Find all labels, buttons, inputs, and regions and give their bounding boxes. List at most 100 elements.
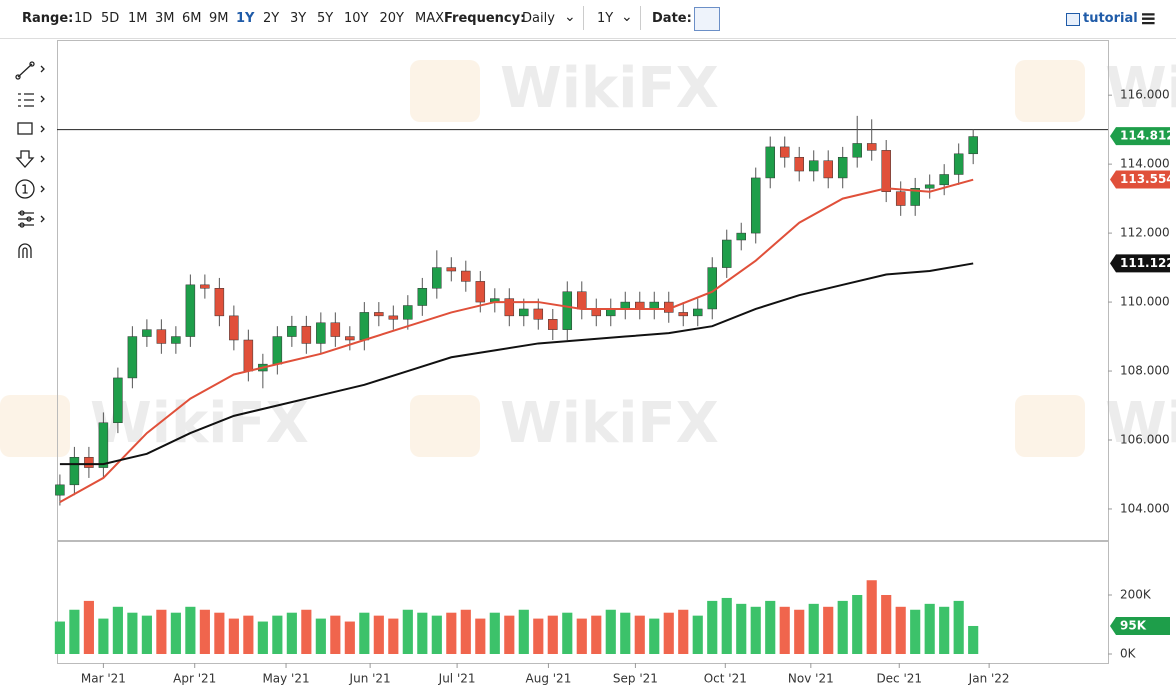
volume-bar <box>141 615 152 654</box>
candle-body <box>446 267 457 272</box>
menu-button[interactable]: ≡ <box>1140 6 1157 30</box>
range-button[interactable]: 20Y <box>379 11 404 26</box>
candle-body <box>635 301 645 310</box>
volume-bar <box>446 612 457 654</box>
volume-bar <box>881 594 892 654</box>
x-tick-label: Jun '21 <box>349 672 391 686</box>
dropdown-arrow: ⌄ <box>564 9 576 25</box>
range-label: Range: <box>22 11 74 26</box>
candle-body <box>591 308 602 317</box>
volume-bar <box>895 606 906 654</box>
candle-body <box>475 281 486 303</box>
candle-body <box>620 301 631 310</box>
volume-bar <box>736 603 747 654</box>
range-button[interactable]: 3M <box>155 11 175 26</box>
range-button[interactable]: 10Y <box>344 11 369 26</box>
watermark-logo <box>410 395 480 457</box>
range-button[interactable]: 2Y <box>263 11 280 26</box>
volume-bar <box>214 612 225 654</box>
watermark-text: WikiFX <box>500 391 719 456</box>
candle-body <box>837 156 848 179</box>
volume-bar <box>170 612 181 654</box>
volume-bar <box>547 615 558 654</box>
date-picker[interactable] <box>694 7 720 31</box>
x-tick-label: Aug '21 <box>526 672 572 686</box>
candle-body <box>577 291 587 310</box>
range-button[interactable]: 1M <box>128 11 148 26</box>
range-button[interactable]: 1Y <box>236 11 255 26</box>
candle-body <box>374 312 384 317</box>
range-button[interactable]: 9M <box>209 11 229 26</box>
volume-bar <box>707 600 718 654</box>
candle-body <box>98 422 109 468</box>
x-tick-label: Dec '21 <box>876 672 922 686</box>
period-select[interactable]: 1Y <box>597 11 614 26</box>
volume-bar <box>98 618 109 654</box>
watermark-logo <box>410 60 480 122</box>
price-tag-box <box>1110 254 1170 273</box>
volume-bar <box>54 621 65 654</box>
watermark-text: WikiFX <box>1105 391 1176 456</box>
candle-body <box>924 184 935 189</box>
volume-pane <box>57 541 1109 664</box>
watermark-logo <box>0 395 70 457</box>
volume-bar <box>315 618 326 654</box>
volume-bar <box>721 597 732 654</box>
candle-body <box>548 319 558 330</box>
watermark-text: WikiFX <box>1105 56 1176 121</box>
x-tick-label: May '21 <box>262 672 309 686</box>
volume-bar <box>779 606 790 654</box>
y-tick-label: 108.000 <box>1120 364 1170 378</box>
volume-bar <box>112 606 123 654</box>
candle-body <box>113 377 123 424</box>
volume-bar <box>489 612 500 654</box>
candle-body <box>910 188 920 206</box>
candle-body <box>243 339 254 372</box>
candle-body <box>69 456 80 486</box>
candle-body <box>287 325 297 337</box>
candle-body <box>968 136 978 155</box>
watermarks: WikiFX WikiFX WikiFX WikiFX WikiFX <box>0 56 1176 457</box>
tutorial-link[interactable]: tutorial <box>1083 11 1138 26</box>
range-button[interactable]: 3Y <box>290 11 307 26</box>
range-button[interactable]: 1D <box>74 11 93 26</box>
volume-bar <box>373 615 384 654</box>
volume-bar <box>504 615 515 654</box>
candle-body <box>330 322 341 337</box>
volume-bar <box>272 615 283 654</box>
candle-body <box>272 336 283 365</box>
volume-bar <box>823 606 834 654</box>
volume-bar <box>359 612 370 654</box>
range-button[interactable]: 6M <box>182 11 202 26</box>
range-button[interactable]: 5D <box>101 11 120 26</box>
y-tick-label: 110.000 <box>1120 295 1170 309</box>
watermark-text: WikiFX <box>90 391 309 456</box>
candle-body <box>417 288 428 306</box>
volume-bar <box>953 600 964 654</box>
range-button[interactable]: 5Y <box>317 11 334 26</box>
candle-body <box>345 336 355 341</box>
range-button[interactable]: MAX <box>415 11 445 26</box>
x-tick-label: Sep '21 <box>613 672 658 686</box>
candle-body <box>171 336 181 344</box>
volume-bar <box>620 612 631 654</box>
volume-bar <box>939 606 950 654</box>
volume-bar <box>678 609 689 654</box>
y-tick-label: 112.000 <box>1120 226 1170 240</box>
frequency-label: Frequency: <box>444 11 526 26</box>
candle-body <box>750 177 761 234</box>
volume-bar <box>866 580 877 654</box>
price-tag: 113.554 <box>1120 172 1175 186</box>
candle-body <box>693 308 703 317</box>
drawing-tools <box>15 61 45 258</box>
candle-body <box>359 312 370 341</box>
candle-body <box>953 153 964 175</box>
candle-body <box>678 312 688 317</box>
price-pane <box>57 40 1109 541</box>
volume-bar <box>243 615 254 654</box>
volume-bar <box>910 609 921 654</box>
frequency-select[interactable]: Daily <box>522 11 555 26</box>
candle-body <box>142 329 152 337</box>
candle-body <box>881 150 891 192</box>
x-tick-label: Jan '22 <box>968 672 1010 686</box>
